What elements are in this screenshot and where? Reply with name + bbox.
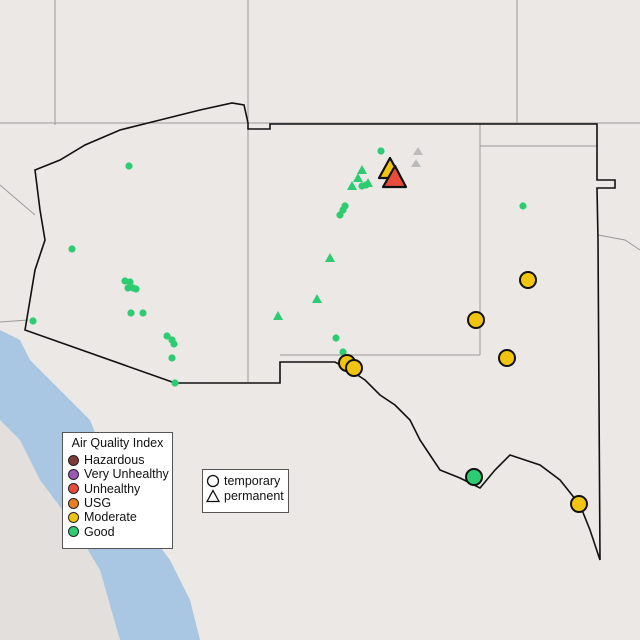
good-monitor-circle[interactable] <box>127 309 135 317</box>
good-monitor-circle[interactable] <box>132 285 140 293</box>
good-monitor-circle[interactable] <box>168 354 176 362</box>
good-monitor-circle[interactable] <box>68 245 76 253</box>
aqi-legend: Air Quality Index Hazardous Very Unhealth… <box>62 432 173 549</box>
moderate-monitor-circle[interactable] <box>570 495 588 513</box>
inactive-monitor-triangle[interactable] <box>411 159 421 167</box>
aqi-legend-title: Air Quality Index <box>71 436 164 450</box>
legend-label: Good <box>84 524 115 539</box>
legend-label: USG <box>84 496 112 511</box>
moderate-monitor-circle[interactable] <box>345 359 363 377</box>
good-monitor-triangle[interactable] <box>325 253 335 262</box>
legend-item-temporary: temporary <box>203 473 288 488</box>
good-monitor-circle[interactable] <box>126 278 134 286</box>
baja-peninsula <box>0 420 120 640</box>
good-monitor-triangle[interactable] <box>353 173 363 182</box>
good-monitor-circle[interactable] <box>163 332 171 340</box>
region-boundary <box>24 102 616 561</box>
legend-item-unhealthy: Unhealthy <box>63 482 172 496</box>
unhealthy-monitor-triangle[interactable] <box>381 164 408 189</box>
good-monitor-circle-large[interactable] <box>465 468 483 486</box>
legend-label: Hazardous <box>84 453 145 468</box>
good-monitor-circle[interactable] <box>171 379 179 387</box>
good-monitor-triangle[interactable] <box>363 178 373 187</box>
legend-label: permanent <box>224 488 284 503</box>
monitor-type-legend: temporary permanent <box>202 469 289 513</box>
legend-item-usg: USG <box>63 496 172 510</box>
legend-item-moderate: Moderate <box>63 510 172 524</box>
legend-item-good: Good <box>63 524 172 539</box>
legend-item-hazardous: Hazardous <box>63 453 172 467</box>
legend-item-very-unhealthy: Very Unhealthy <box>63 467 172 481</box>
legend-label: Moderate <box>84 510 137 525</box>
good-monitor-circle[interactable] <box>519 202 527 210</box>
good-monitor-circle[interactable] <box>332 334 340 342</box>
circle-icon <box>68 497 79 509</box>
circle-icon <box>68 483 79 495</box>
good-monitor-circle[interactable] <box>125 162 133 170</box>
good-monitor-circle[interactable] <box>29 317 37 325</box>
state-lines <box>0 0 640 383</box>
good-monitor-circle[interactable] <box>170 340 178 348</box>
circle-icon <box>68 454 79 466</box>
good-monitor-circle[interactable] <box>377 147 385 155</box>
circle-icon <box>68 468 79 480</box>
good-monitor-circle[interactable] <box>124 284 132 292</box>
good-monitor-circle[interactable] <box>339 348 347 356</box>
good-monitor-triangle[interactable] <box>347 181 357 190</box>
triangle-icon <box>206 488 220 502</box>
legend-item-permanent: permanent <box>203 488 288 503</box>
circle-icon <box>68 511 79 523</box>
moderate-monitor-circle[interactable] <box>498 349 516 367</box>
moderate-monitor-circle[interactable] <box>467 311 485 329</box>
legend-label: Unhealthy <box>84 481 141 496</box>
legend-label: Very Unhealthy <box>84 467 169 482</box>
inactive-monitor-triangle[interactable] <box>413 147 423 155</box>
legend-label: temporary <box>224 473 281 488</box>
good-monitor-triangle[interactable] <box>312 294 322 303</box>
circle-icon <box>206 474 220 487</box>
good-monitor-triangle[interactable] <box>357 165 367 174</box>
good-monitor-circle[interactable] <box>139 309 147 317</box>
good-monitor-triangle[interactable] <box>273 311 283 320</box>
circle-icon <box>68 526 79 538</box>
moderate-monitor-circle[interactable] <box>519 271 537 289</box>
good-monitor-circle[interactable] <box>336 211 344 219</box>
